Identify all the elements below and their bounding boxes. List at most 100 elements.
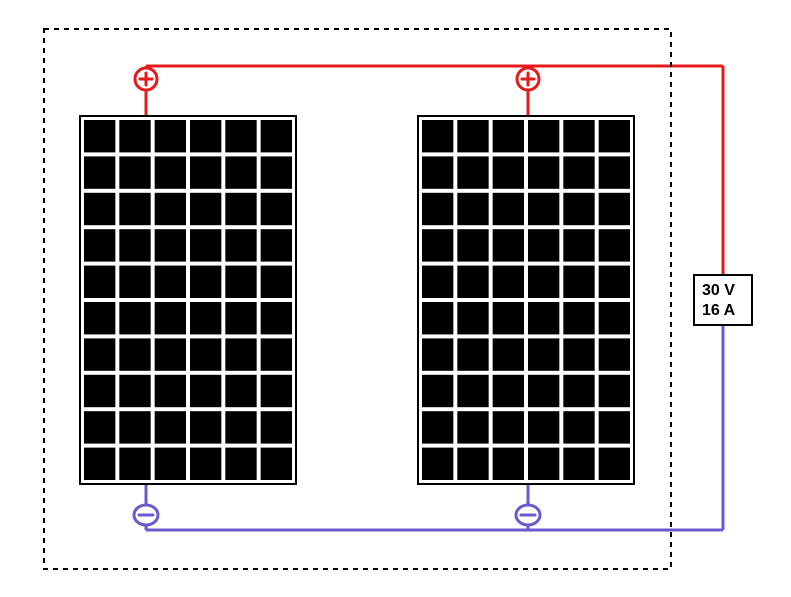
solar-cell	[493, 120, 524, 152]
solar-cell	[119, 156, 150, 188]
solar-cell	[599, 266, 630, 298]
solar-cell	[84, 375, 115, 407]
solar-cell	[528, 302, 559, 334]
solar-cell	[119, 120, 150, 152]
solar-cell	[528, 338, 559, 370]
solar-cell	[84, 338, 115, 370]
solar-cell	[457, 156, 488, 188]
solar-cell	[528, 448, 559, 480]
solar-cell	[493, 338, 524, 370]
solar-cell	[599, 375, 630, 407]
solar-cell	[225, 120, 256, 152]
solar-cell	[457, 375, 488, 407]
output-box: 30 V 16 A	[694, 275, 752, 325]
solar-cell	[528, 156, 559, 188]
solar-cell	[119, 229, 150, 261]
solar-cell	[457, 120, 488, 152]
solar-cell	[155, 375, 186, 407]
solar-cell	[155, 266, 186, 298]
solar-cell	[563, 448, 594, 480]
solar-cell	[155, 229, 186, 261]
solar-cell	[119, 448, 150, 480]
solar-cell	[599, 338, 630, 370]
solar-cell	[422, 375, 453, 407]
solar-cell	[493, 448, 524, 480]
solar-cell	[190, 411, 221, 443]
solar-cell	[261, 156, 292, 188]
solar-cell	[261, 338, 292, 370]
solar-cell	[84, 448, 115, 480]
solar-cell	[261, 193, 292, 225]
solar-cell	[84, 302, 115, 334]
solar-cell	[422, 448, 453, 480]
solar-cell	[563, 156, 594, 188]
output-current: 16 A	[702, 302, 736, 319]
solar-cell	[528, 375, 559, 407]
solar-cell	[599, 411, 630, 443]
solar-cell	[457, 338, 488, 370]
solar-cell	[493, 156, 524, 188]
solar-cell	[155, 411, 186, 443]
solar-cell	[119, 375, 150, 407]
solar-cell	[225, 411, 256, 443]
solar-panel-right	[418, 116, 634, 484]
solar-cell	[190, 229, 221, 261]
solar-cell	[225, 229, 256, 261]
solar-cell	[563, 120, 594, 152]
panel-enclosure	[44, 29, 671, 569]
solar-cell	[190, 266, 221, 298]
solar-cell	[457, 266, 488, 298]
solar-cell	[84, 266, 115, 298]
solar-cell	[155, 120, 186, 152]
solar-cell	[225, 375, 256, 407]
solar-cell	[563, 411, 594, 443]
solar-cell	[563, 375, 594, 407]
solar-cell	[119, 302, 150, 334]
solar-cell	[119, 338, 150, 370]
solar-cell	[599, 156, 630, 188]
solar-cell	[155, 156, 186, 188]
solar-cell	[155, 448, 186, 480]
solar-cell	[599, 120, 630, 152]
solar-cell	[528, 193, 559, 225]
plus-terminal-right	[517, 68, 539, 90]
solar-cell	[563, 266, 594, 298]
solar-cell	[563, 302, 594, 334]
solar-cell	[422, 302, 453, 334]
solar-cell	[261, 302, 292, 334]
solar-cell	[422, 411, 453, 443]
solar-cell	[155, 338, 186, 370]
minus-terminal-left	[134, 505, 158, 525]
solar-cell	[422, 266, 453, 298]
solar-cell	[261, 266, 292, 298]
solar-cell	[493, 411, 524, 443]
solar-cell	[84, 193, 115, 225]
solar-cell	[563, 338, 594, 370]
solar-cell	[261, 120, 292, 152]
solar-cell	[119, 411, 150, 443]
solar-cell	[225, 338, 256, 370]
solar-cell	[225, 302, 256, 334]
solar-cell	[422, 156, 453, 188]
solar-cell	[493, 375, 524, 407]
solar-cell	[457, 302, 488, 334]
solar-cell	[599, 193, 630, 225]
solar-cell	[422, 338, 453, 370]
solar-cell	[528, 120, 559, 152]
solar-cell	[493, 193, 524, 225]
solar-cell	[261, 411, 292, 443]
solar-cell	[225, 193, 256, 225]
solar-cell	[563, 229, 594, 261]
solar-cell	[225, 448, 256, 480]
solar-cell	[119, 266, 150, 298]
solar-cell	[190, 156, 221, 188]
solar-cell	[457, 193, 488, 225]
solar-cell	[457, 229, 488, 261]
solar-cell	[190, 302, 221, 334]
solar-cell	[155, 302, 186, 334]
solar-cell	[190, 120, 221, 152]
solar-cell	[528, 266, 559, 298]
solar-cell	[599, 229, 630, 261]
solar-cell	[261, 229, 292, 261]
solar-cell	[422, 120, 453, 152]
